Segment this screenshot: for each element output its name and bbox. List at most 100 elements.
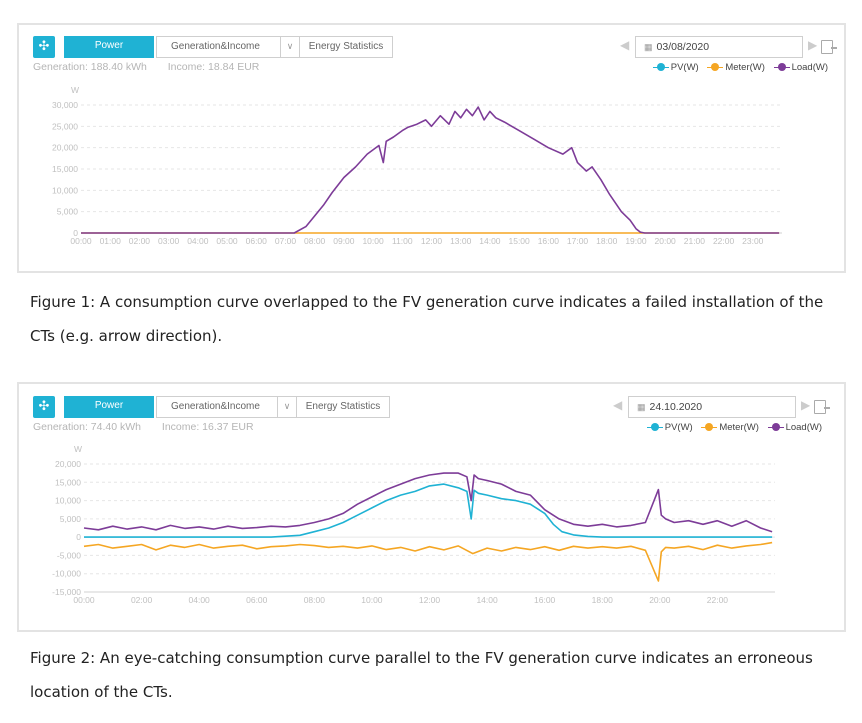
y-axis-unit: W: [71, 85, 79, 95]
chart-plot-1: W 0 5,000 10,000 15,000 20,000 25,000 30,000 00:…: [52, 85, 782, 246]
x-tick-label: 16:00: [538, 236, 560, 246]
x-tick-label: 10:00: [362, 236, 384, 246]
y-tick-label: 30,000: [52, 100, 78, 110]
x-tick-label: 02:00: [131, 595, 153, 605]
x-tick-label: 20:00: [649, 595, 671, 605]
legend-load[interactable]: Load(W): [773, 62, 828, 73]
x-tick-label: 22:00: [707, 595, 729, 605]
x-tick-label: 12:00: [421, 236, 443, 246]
legend-meter[interactable]: Meter(W): [707, 62, 765, 73]
y-tick-label: 20,000: [52, 143, 78, 153]
x-tick-label: 04:00: [189, 595, 211, 605]
chevron-down-icon[interactable]: ∨: [280, 36, 299, 58]
x-tick-label: 04:00: [187, 236, 209, 246]
figure-caption-2: Figure 2: An eye-catching consumption cu…: [30, 649, 813, 701]
legend-label: PV(W): [664, 422, 693, 433]
y-tick-label: 15,000: [55, 477, 81, 487]
calendar-icon: ▦: [644, 42, 653, 52]
x-tick-label: 12:00: [419, 595, 441, 605]
legend-label: Load(W): [785, 422, 822, 433]
y-tick-label: 15,000: [52, 164, 78, 174]
legend-label: Meter(W): [725, 62, 765, 73]
series-line-pvw: [84, 483, 773, 538]
x-tick-label: 15:00: [508, 236, 530, 246]
legend-pv[interactable]: PV(W): [652, 62, 699, 73]
y-tick-label: -10,000: [52, 569, 81, 579]
x-tick-label: 14:00: [479, 236, 501, 246]
date-picker[interactable]: ▦ 24.10.2020: [628, 396, 796, 418]
generation-summary: Generation: 188.40 kWh: [33, 61, 147, 73]
legend-label: Load(W): [791, 62, 828, 73]
date-picker[interactable]: ▦ 03/08/2020: [635, 36, 803, 58]
series-line-loadw: [83, 472, 773, 533]
x-tick-label: 00:00: [70, 236, 92, 246]
series-line-meterw: [83, 541, 773, 582]
legend-label: PV(W): [670, 62, 699, 73]
date-value: 24.10.2020: [649, 401, 703, 413]
tab-generation-income-label: Generation&Income: [171, 41, 260, 52]
legend-meter[interactable]: Meter(W): [701, 422, 759, 433]
x-tick-label: 18:00: [592, 595, 614, 605]
tab-generation-income[interactable]: Generation&Income ∨: [156, 396, 297, 418]
series-line-loadw: [81, 106, 780, 234]
x-tick-label: 09:00: [333, 236, 355, 246]
tab-energy-statistics[interactable]: Energy Statistics: [299, 36, 393, 58]
x-tick-label: 18:00: [596, 236, 618, 246]
x-tick-label: 21:00: [684, 236, 706, 246]
next-date-icon[interactable]: ▶: [808, 38, 818, 52]
chart-legend: PV(W) Meter(W) Load(W): [647, 62, 828, 73]
legend-marker-icon: [701, 423, 718, 432]
y-tick-label: -5,000: [57, 550, 81, 560]
x-tick-label: 06:00: [246, 595, 268, 605]
legend-load[interactable]: Load(W): [767, 422, 822, 433]
legend-marker-icon: [646, 423, 663, 432]
y-tick-label: 10,000: [52, 185, 78, 195]
export-icon[interactable]: [821, 40, 837, 54]
legend-marker-icon: [707, 63, 724, 72]
x-tick-label: 02:00: [129, 236, 151, 246]
next-date-icon[interactable]: ▶: [801, 398, 811, 412]
x-tick-label: 19:00: [625, 236, 647, 246]
chevron-down-icon[interactable]: ∨: [277, 396, 296, 418]
x-tick-label: 01:00: [100, 236, 122, 246]
previous-date-icon[interactable]: ◀: [613, 398, 623, 412]
y-tick-label: 5,000: [60, 514, 82, 524]
tab-power[interactable]: Power: [64, 36, 154, 58]
export-icon[interactable]: [814, 400, 830, 414]
x-tick-label: 08:00: [304, 595, 326, 605]
calendar-icon: ▦: [637, 402, 646, 412]
x-tick-label: 20:00: [655, 236, 677, 246]
move-arrows-icon[interactable]: ✣: [33, 396, 55, 418]
chart-panel-2: ✣ Power Generation&Income ∨ Energy Statis…: [17, 382, 846, 632]
y-tick-label: 0: [73, 228, 78, 238]
x-tick-label: 06:00: [246, 236, 268, 246]
x-tick-label: 00:00: [73, 595, 95, 605]
y-tick-label: 0: [76, 532, 81, 542]
generation-summary: Generation: 74.40 kWh: [33, 421, 141, 433]
move-arrows-icon[interactable]: ✣: [33, 36, 55, 58]
legend-marker-icon: [767, 423, 784, 432]
tab-generation-income-label: Generation&Income: [171, 401, 260, 412]
legend-marker-icon: [773, 63, 790, 72]
figure-caption-1: Figure 1: A consumption curve overlapped…: [30, 293, 824, 345]
tab-generation-income[interactable]: Generation&Income ∨: [156, 36, 300, 58]
legend-label: Meter(W): [719, 422, 759, 433]
x-tick-label: 22:00: [713, 236, 735, 246]
y-tick-label: 10,000: [55, 496, 81, 506]
previous-date-icon[interactable]: ◀: [620, 38, 630, 52]
y-axis-unit: W: [74, 444, 82, 454]
x-tick-label: 14:00: [476, 595, 498, 605]
y-tick-label: -15,000: [52, 587, 81, 597]
tab-energy-statistics[interactable]: Energy Statistics: [296, 396, 390, 418]
x-tick-label: 23:00: [742, 236, 764, 246]
x-tick-label: 17:00: [567, 236, 589, 246]
chart-panel-1: ✣ Power Generation&Income ∨ Energy Statis…: [17, 23, 846, 273]
income-summary: Income: 16.37 EUR: [161, 421, 254, 433]
x-tick-label: 05:00: [216, 236, 238, 246]
tab-power[interactable]: Power: [64, 396, 154, 418]
income-summary: Income: 18.84 EUR: [167, 61, 260, 73]
x-tick-label: 11:00: [392, 236, 413, 246]
legend-pv[interactable]: PV(W): [646, 422, 693, 433]
summary-row: Generation: 74.40 kWh Income: 16.37 EUR: [33, 421, 272, 433]
y-tick-label: 20,000: [55, 459, 81, 469]
